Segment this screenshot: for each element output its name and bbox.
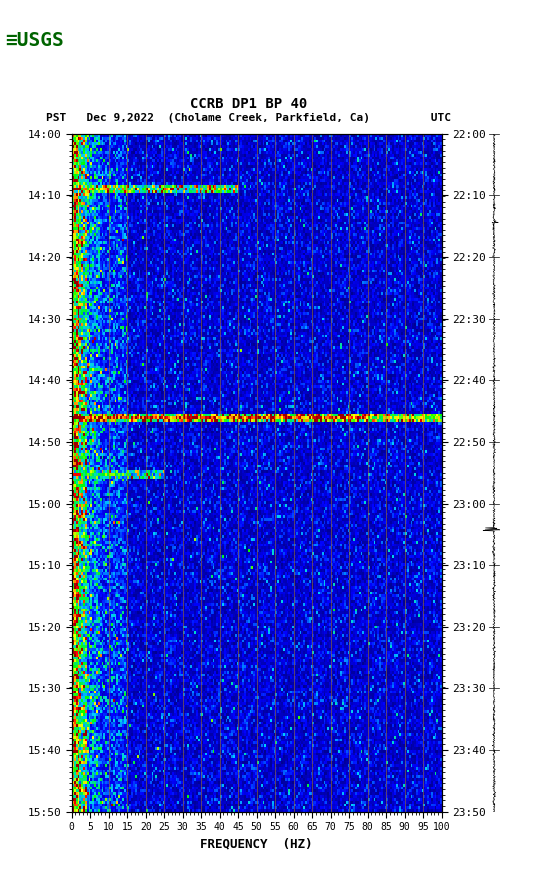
- Text: CCRB DP1 BP 40: CCRB DP1 BP 40: [190, 97, 307, 112]
- Text: PST   Dec 9,2022  (Cholame Creek, Parkfield, Ca)         UTC: PST Dec 9,2022 (Cholame Creek, Parkfield…: [46, 113, 451, 123]
- Text: ≡USGS: ≡USGS: [6, 31, 64, 50]
- X-axis label: FREQUENCY  (HZ): FREQUENCY (HZ): [200, 838, 313, 851]
